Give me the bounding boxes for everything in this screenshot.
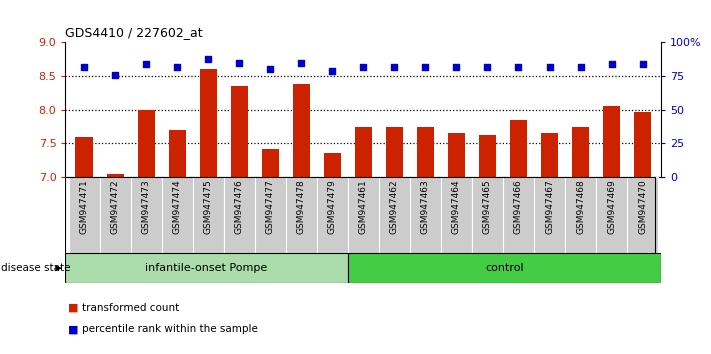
Bar xyxy=(137,110,154,177)
Point xyxy=(326,68,338,74)
Point xyxy=(513,64,524,69)
Bar xyxy=(534,177,565,253)
Text: GSM947475: GSM947475 xyxy=(203,179,213,234)
Bar xyxy=(255,177,286,253)
Text: GSM947476: GSM947476 xyxy=(235,179,244,234)
Bar xyxy=(200,69,217,177)
Point xyxy=(233,60,245,65)
Text: GSM947462: GSM947462 xyxy=(390,179,399,234)
Text: GSM947472: GSM947472 xyxy=(111,179,119,234)
Bar xyxy=(441,177,472,253)
Point xyxy=(109,72,121,78)
Point xyxy=(389,64,400,69)
Text: infantile-onset Pompe: infantile-onset Pompe xyxy=(146,263,267,273)
Text: GSM947461: GSM947461 xyxy=(359,179,368,234)
Bar xyxy=(262,149,279,177)
Text: GSM947478: GSM947478 xyxy=(296,179,306,234)
Bar xyxy=(324,154,341,177)
Text: GSM947470: GSM947470 xyxy=(638,179,647,234)
Text: GDS4410 / 227602_at: GDS4410 / 227602_at xyxy=(65,25,203,39)
Point xyxy=(544,64,555,69)
Point xyxy=(78,64,90,69)
Point xyxy=(575,64,587,69)
Bar xyxy=(417,127,434,177)
Bar xyxy=(230,86,247,177)
Text: control: control xyxy=(485,263,524,273)
Text: GSM947465: GSM947465 xyxy=(483,179,492,234)
Text: GSM947467: GSM947467 xyxy=(545,179,554,234)
Bar xyxy=(65,253,348,283)
Point xyxy=(419,64,431,69)
Bar xyxy=(193,177,224,253)
Bar xyxy=(510,120,527,177)
Bar xyxy=(386,127,403,177)
Text: GSM947466: GSM947466 xyxy=(514,179,523,234)
Text: transformed count: transformed count xyxy=(82,303,179,313)
Text: GSM947468: GSM947468 xyxy=(576,179,585,234)
Bar xyxy=(169,130,186,177)
Bar xyxy=(75,137,92,177)
Bar xyxy=(603,106,620,177)
Text: GSM947473: GSM947473 xyxy=(141,179,151,234)
Bar xyxy=(379,177,410,253)
Point xyxy=(140,61,151,67)
Text: ■: ■ xyxy=(68,324,78,334)
Bar xyxy=(634,112,651,177)
Bar xyxy=(565,177,596,253)
Bar xyxy=(410,177,441,253)
Text: GSM947479: GSM947479 xyxy=(328,179,337,234)
Bar xyxy=(355,127,372,177)
Bar xyxy=(572,127,589,177)
Bar xyxy=(317,177,348,253)
Point xyxy=(637,61,648,67)
Bar xyxy=(479,135,496,177)
Point xyxy=(203,56,214,62)
Bar xyxy=(293,84,310,177)
Bar xyxy=(596,177,627,253)
Text: GSM947463: GSM947463 xyxy=(421,179,430,234)
Bar xyxy=(472,177,503,253)
Text: percentile rank within the sample: percentile rank within the sample xyxy=(82,324,257,334)
Text: ■: ■ xyxy=(68,303,78,313)
Bar xyxy=(68,177,100,253)
Bar xyxy=(348,253,661,283)
Point xyxy=(171,64,183,69)
Text: GSM947477: GSM947477 xyxy=(266,179,274,234)
Bar xyxy=(541,133,558,177)
Point xyxy=(606,61,617,67)
Bar xyxy=(161,177,193,253)
Point xyxy=(264,67,276,72)
Bar xyxy=(286,177,317,253)
Text: GSM947469: GSM947469 xyxy=(607,179,616,234)
Point xyxy=(296,60,307,65)
Point xyxy=(451,64,462,69)
Point xyxy=(358,64,369,69)
Bar xyxy=(100,177,131,253)
Bar xyxy=(348,177,379,253)
Bar xyxy=(627,177,658,253)
Text: GSM947471: GSM947471 xyxy=(80,179,89,234)
Bar xyxy=(224,177,255,253)
Text: disease state: disease state xyxy=(1,263,70,273)
Bar xyxy=(107,174,124,177)
Text: GSM947464: GSM947464 xyxy=(452,179,461,234)
Bar xyxy=(503,177,534,253)
Bar xyxy=(131,177,161,253)
Text: GSM947474: GSM947474 xyxy=(173,179,181,234)
Point xyxy=(482,64,493,69)
Bar xyxy=(448,133,465,177)
